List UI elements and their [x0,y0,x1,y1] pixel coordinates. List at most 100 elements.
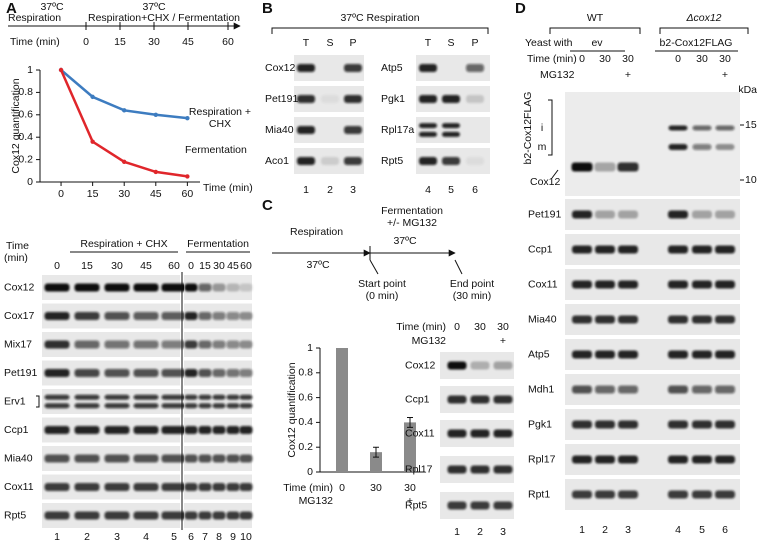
blot-band [668,245,688,254]
y-tick-label: 1 [307,342,313,354]
bracket [548,99,553,156]
lane-time: 30 [213,260,225,272]
point [122,159,127,165]
blot-band [572,455,592,464]
blot-band [226,511,240,520]
blot-band [184,483,198,491]
blot-band [618,315,638,324]
strain-label: WT [587,12,604,24]
blot-band [297,95,315,103]
row-label: Rpt1 [528,488,550,500]
blot-band [239,340,253,349]
timeline-label: 37ºC [393,235,417,247]
timeline-tick-label: 30 [148,36,160,48]
panel-letter: A [6,0,17,17]
marker-label: 15 [745,119,757,131]
row-label: Ccp1 [528,243,553,255]
x-tick-label: 30 [370,482,382,494]
blot-band [618,420,638,429]
fraction-label: P [349,37,356,49]
blot-band [668,385,688,394]
y-axis-label: Cox12 quantification [286,362,298,457]
panel-letter: C [262,197,273,214]
blot-band [447,429,467,438]
lane-time: 45 [227,260,239,272]
blot-band [74,454,100,463]
blot-band [74,312,100,320]
timeline-label: Respiration [290,226,343,238]
blot-band [104,312,130,320]
lane-time: 60 [240,260,252,272]
blot-band [595,210,615,219]
construct-label: b2-Cox12FLAG [660,37,733,49]
x-axis-label: Time (min) [283,482,333,494]
blot-band [493,501,513,510]
blot-band [133,340,159,349]
blot-band [74,340,100,349]
blot-band [226,394,240,400]
blot-band [668,280,688,289]
lane-number: 3 [114,531,120,542]
blot-band [344,64,362,72]
row-label: Pet191 [265,93,298,105]
point [185,174,190,179]
blot-band [226,312,240,320]
blot-panel [416,117,490,143]
blot-band [44,511,70,520]
row-header: (min) [4,252,28,264]
y-tick-label: 0 [307,466,313,478]
blot-band [715,245,735,254]
blot-band [297,157,315,165]
point [153,112,158,118]
blot-band [44,340,70,349]
blot-band [572,420,592,429]
blot-band [419,95,437,103]
row-header: Time (min) [396,321,446,333]
blot-band [184,394,198,400]
blot-band [184,340,198,349]
blot-band [44,312,70,320]
blot-band [212,283,226,292]
blot-band [212,454,226,463]
blot-panel [42,389,180,414]
pointer [369,259,379,275]
row-label: Rpl17 [405,463,433,475]
blot-band [198,340,212,349]
blot-band [466,157,484,165]
blot-band [44,283,70,292]
blot-band [595,420,615,429]
blot-band [184,426,198,434]
blot-band [239,283,253,292]
blot-band [184,403,198,409]
point [153,169,158,175]
blot-band [74,403,100,409]
blot-band [617,162,639,172]
bracket [659,27,749,34]
lane-number: 1 [303,184,309,196]
row-label: Mia40 [4,452,33,464]
blot-band [133,283,159,292]
blot-band [692,490,712,499]
blot-band [715,125,735,131]
y-tick-label: 0.8 [18,86,33,98]
blot-band [668,420,688,429]
blot-band [226,369,240,377]
blot-band [212,511,226,520]
y-tick-label: 0 [27,176,33,188]
lane-number: 4 [675,524,681,536]
blot-band [668,315,688,324]
row-label: Atp5 [528,348,550,360]
blot-band [447,361,467,370]
blot-band [104,454,130,463]
lane-number: 4 [143,531,149,542]
blot-band [572,490,592,499]
lane-time: 0 [675,53,681,65]
point [90,94,95,100]
blot-band [668,125,688,131]
blot-band [442,123,460,129]
x-tick-label: 30 [118,188,130,200]
blot-band [198,394,212,400]
blot-band [133,403,159,409]
blot-band [493,361,513,370]
blot-band [212,483,226,491]
